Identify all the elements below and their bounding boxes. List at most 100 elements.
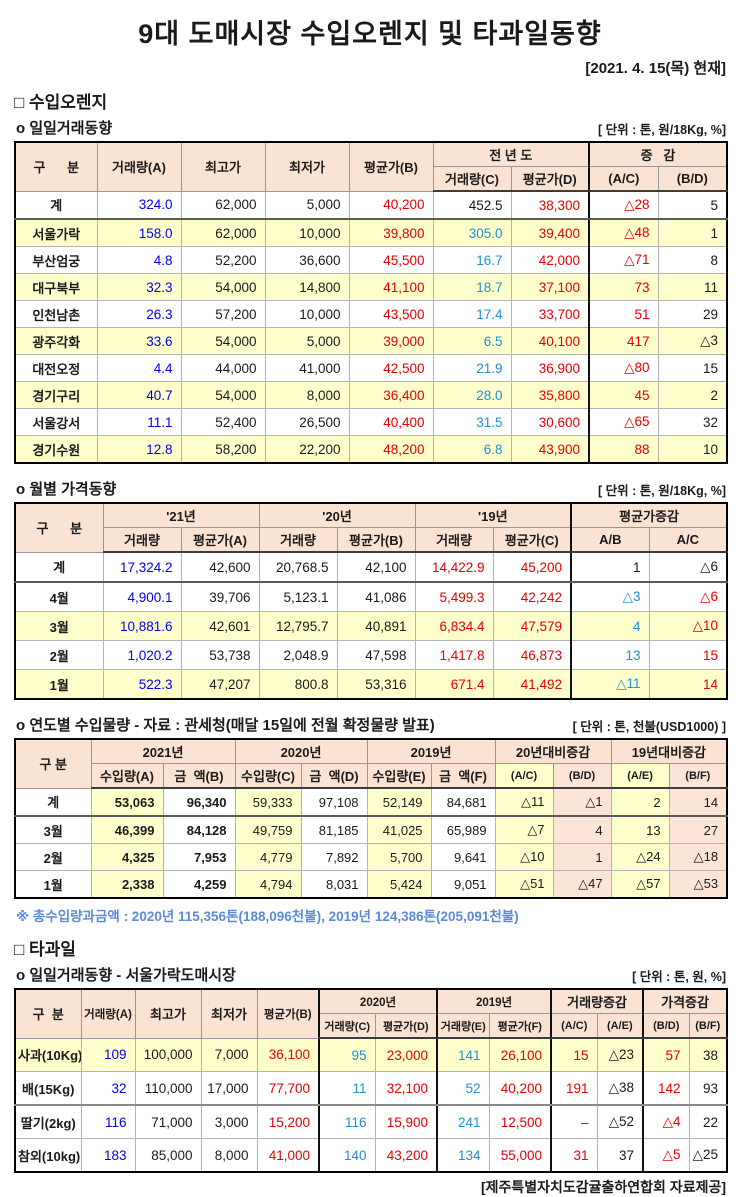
data-cell: 11 [318,1071,376,1106]
data-cell: 33,700 [510,300,590,328]
data-cell: 14 [648,669,728,700]
data-cell: 42,000 [510,246,590,274]
daily-trade-label: o 일일거래동향 [16,120,113,137]
data-cell: 36,900 [510,354,590,382]
col-header-amount-d: 금 액(D) [300,763,368,789]
col-header-gubun: 구 분 [14,738,92,789]
row-label: 1월 [14,870,92,899]
data-cell: 4.8 [96,246,182,274]
data-cell: 31.5 [432,408,512,436]
col-header-gubun: 구 분 [14,502,104,553]
section-title-imported-orange: □ 수입오렌지 [14,93,108,112]
data-cell: 47,207 [180,669,260,700]
data-cell: 4,259 [162,870,236,899]
col-header-avg-b: 평균가(B) [256,988,320,1039]
col-header-year-20: '20년 [258,502,416,528]
data-cell: △7 [494,815,554,844]
data-cell: 116 [318,1104,376,1139]
col-header-year-19: '19년 [414,502,572,528]
data-cell: △10 [648,611,728,641]
data-cell: 158.0 [96,218,182,247]
col-header-avg-a: 평균가(A) [180,527,260,553]
row-label: 대구북부 [14,273,98,301]
data-cell: 15 [657,354,728,382]
data-cell: 45,200 [492,551,572,583]
data-cell: 52,200 [180,246,266,274]
data-cell: 18.7 [432,273,512,301]
data-cell: 41,492 [492,669,572,700]
data-cell: 11 [657,273,728,301]
data-cell: △51 [494,870,554,899]
col-header-amount-f: 금 액(F) [430,763,496,789]
col-header-import-e: 수입량(E) [366,763,432,789]
data-cell: 324.0 [96,190,182,220]
data-cell: 62,000 [180,218,266,247]
col-header-volume-change: 거래량증감 [550,988,644,1014]
data-cell: 1 [570,551,650,583]
col-header-ac: (A/C) [494,763,554,789]
data-cell: 23,000 [374,1037,438,1072]
data-cell: 88 [588,435,659,464]
data-cell: 1 [552,843,612,871]
data-cell: 4.4 [96,354,182,382]
data-cell: 7,892 [300,843,368,871]
col-header-import-a: 수입량(A) [90,763,164,789]
data-cell: △3 [657,327,728,355]
other-daily-trade-unit: [ 단위 : 톤, 원, %] [632,970,726,984]
data-cell: 3,000 [200,1104,258,1139]
data-cell: 5 [657,190,728,220]
row-label: 딸기(2kg) [14,1104,82,1139]
data-cell: 40,400 [348,408,434,436]
col-header-year-21: '21년 [102,502,260,528]
col-header-year-2019: 2019년 [366,738,496,764]
col-header-avg-change: 평균가증감 [570,502,728,528]
col-header-volume-21: 거래량 [102,527,182,553]
data-cell: 21.9 [432,354,512,382]
yearly-import-table: 구 분 2021년 2020년 2019년 20년대비증감 19년대비증감 수입… [14,738,729,899]
data-cell: 43,200 [374,1138,438,1173]
data-cell: 141 [436,1037,490,1072]
data-cell: △28 [588,190,659,220]
section-title-other-fruit: □ 타과일 [14,940,76,959]
data-cell: 96,340 [162,787,236,817]
data-cell: 15,900 [374,1104,438,1139]
row-label: 3월 [14,611,104,641]
col-header-volume-e: 거래량(E) [436,1013,490,1039]
data-cell: 6,834.4 [414,611,494,641]
data-cell: 4,325 [90,843,164,871]
row-label: 경기수원 [14,435,98,464]
data-cell: 14,422.9 [414,551,494,583]
data-cell: 10,000 [264,300,350,328]
data-cell: 36,100 [256,1037,320,1072]
data-cell: 800.8 [258,669,338,700]
data-cell: 30,600 [510,408,590,436]
data-cell: 42,601 [180,611,260,641]
yearly-import-label: o 연도별 수입물량 - 자료 : 관세청(매달 15일에 전월 확정물량 발표… [16,717,435,734]
data-cell: 9,051 [430,870,496,899]
data-cell: 2 [610,787,670,817]
data-cell: △1 [552,787,612,817]
data-cell: 16.7 [432,246,512,274]
data-cell: 97,108 [300,787,368,817]
col-header-avg-d: 평균가(D) [374,1013,438,1039]
data-cell: 36,400 [348,381,434,409]
col-header-change: 증 감 [588,141,728,167]
col-header-import-c: 수입량(C) [234,763,302,789]
page-title: 9대 도매시장 수입오렌지 및 타과일동향 [138,19,602,49]
data-cell: 37,100 [510,273,590,301]
col-header-year-2020: 2020년 [234,738,368,764]
data-cell: 46,873 [492,640,572,670]
data-cell: 7,000 [200,1037,258,1072]
data-cell: 1,020.2 [102,640,182,670]
data-cell: 110,000 [134,1071,202,1106]
data-cell: 20,768.5 [258,551,338,583]
data-cell: △4 [642,1104,690,1139]
col-header-bd: (B/D) [552,763,612,789]
data-cell: – [550,1104,598,1139]
data-cell: 42,100 [336,551,416,583]
data-cell: 109 [80,1037,136,1072]
row-label: 2월 [14,640,104,670]
data-cell: 37 [596,1138,644,1173]
data-cell: △10 [494,843,554,871]
row-label: 부산엄궁 [14,246,98,274]
